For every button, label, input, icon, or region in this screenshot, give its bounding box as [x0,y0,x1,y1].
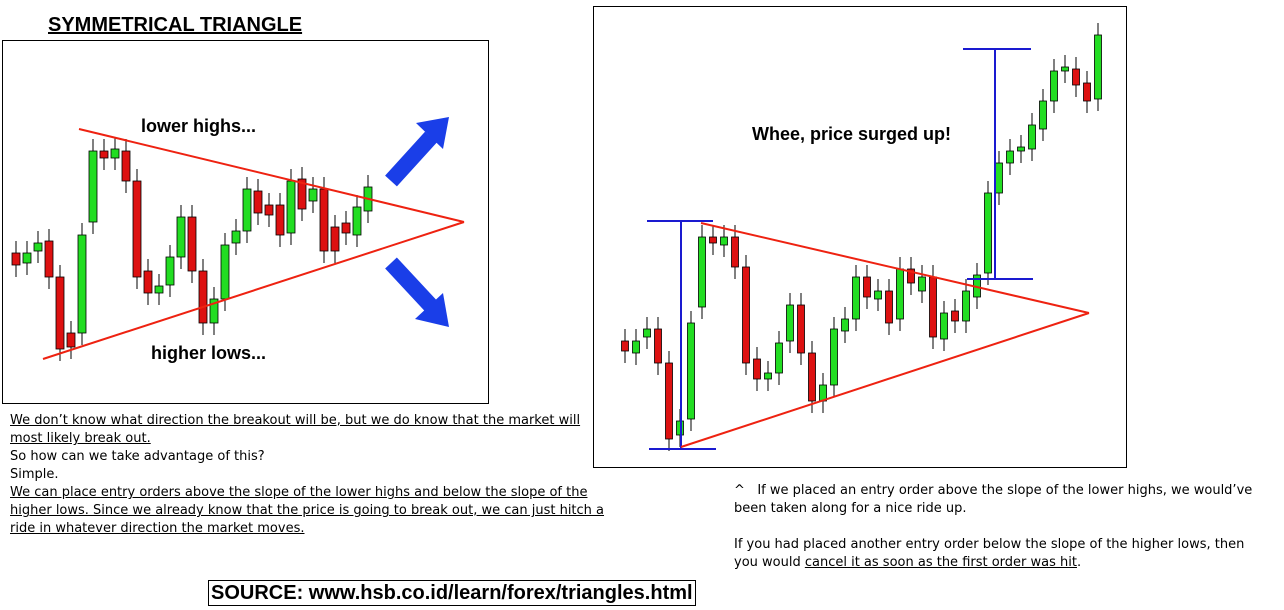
candle [830,317,838,397]
annotation: higher lows... [151,343,266,363]
candle [330,215,340,263]
candle [786,293,794,353]
candle [319,177,329,263]
paragraph: If you had placed another entry order be… [734,536,1264,572]
candle [341,211,351,245]
candle [1006,139,1014,175]
text: If you had placed another entry order be… [734,537,1245,570]
candle [264,193,274,227]
candle [1094,23,1102,111]
candle [841,307,849,343]
candle [154,274,164,305]
candle [1083,71,1091,113]
candle [742,255,750,375]
candle [308,177,318,213]
candle [940,301,948,351]
paragraph: We don’t know what direction the breakou… [10,413,581,446]
left-chart: lower highs... higher lows... [2,40,489,404]
candle [775,331,783,385]
candle [709,225,717,255]
candle [621,329,629,363]
left-text: We don’t know what direction the breakou… [10,412,610,538]
candle [885,279,893,335]
candle [121,139,131,193]
candle [11,241,21,277]
candle [720,225,728,257]
candle [187,205,197,283]
candle [1061,55,1069,83]
candle [687,311,695,431]
text: . [1076,555,1082,570]
arrow-up [385,117,449,187]
candle [44,229,54,289]
paragraph: So how can we take advantage of this? [10,449,265,464]
title: SYMMETRICAL TRIANGLE [48,14,303,36]
candle [110,137,120,170]
arrow-down [385,257,449,327]
trend-line [700,222,1090,314]
candle [88,139,98,234]
candle [231,219,241,255]
trend-line [78,128,465,223]
candle [918,265,926,303]
candle [962,279,970,333]
measure-lines [647,48,1033,450]
candle [1017,135,1025,163]
annotation: Whee, price surged up! [752,124,951,144]
candle [907,257,915,295]
candle [874,279,882,311]
right-chart: Whee, price surged up! [593,6,1127,468]
candle [275,193,285,247]
candle [797,293,805,365]
candle [698,225,706,319]
annotation: lower highs... [141,116,256,136]
text: If we placed an entry order above the sl… [734,483,1253,516]
candle [995,151,1003,205]
candle [132,169,142,289]
candle [198,259,208,335]
candle [22,241,32,275]
candle [984,181,992,285]
paragraph: We can place entry orders above the slop… [10,485,605,536]
candle [852,265,860,331]
candle [253,179,263,225]
candle [643,317,651,349]
candle [66,321,76,359]
candle [808,341,816,413]
candle [33,231,43,263]
candle [77,223,87,345]
right-text: ^ If we placed an entry order above the … [734,482,1264,572]
paragraph: Simple. [10,467,59,482]
candle [819,373,827,413]
candle [55,265,65,361]
trend-line [42,221,465,360]
candle [1039,89,1047,141]
candle [352,195,362,247]
candle [863,265,871,309]
candle [753,347,761,391]
candle [951,299,959,333]
candle [297,167,307,221]
candle [654,317,662,375]
candle [99,139,109,170]
caret: ^ [734,483,745,498]
candle [242,177,252,243]
paragraph: ^ If we placed an entry order above the … [734,482,1264,518]
candle [764,361,772,391]
candle [176,205,186,269]
candle [731,225,739,279]
candle [632,329,640,365]
candle [143,259,153,305]
text: cancel it as soon as the first order was… [804,555,1077,570]
source: SOURCE: www.hsb.co.id/learn/forex/triang… [208,580,696,606]
candle [665,351,673,451]
candle [1050,59,1058,113]
candle [1072,57,1080,97]
candle [1028,113,1036,161]
candle [165,245,175,297]
candle [209,287,219,335]
trend-line [680,312,1090,448]
